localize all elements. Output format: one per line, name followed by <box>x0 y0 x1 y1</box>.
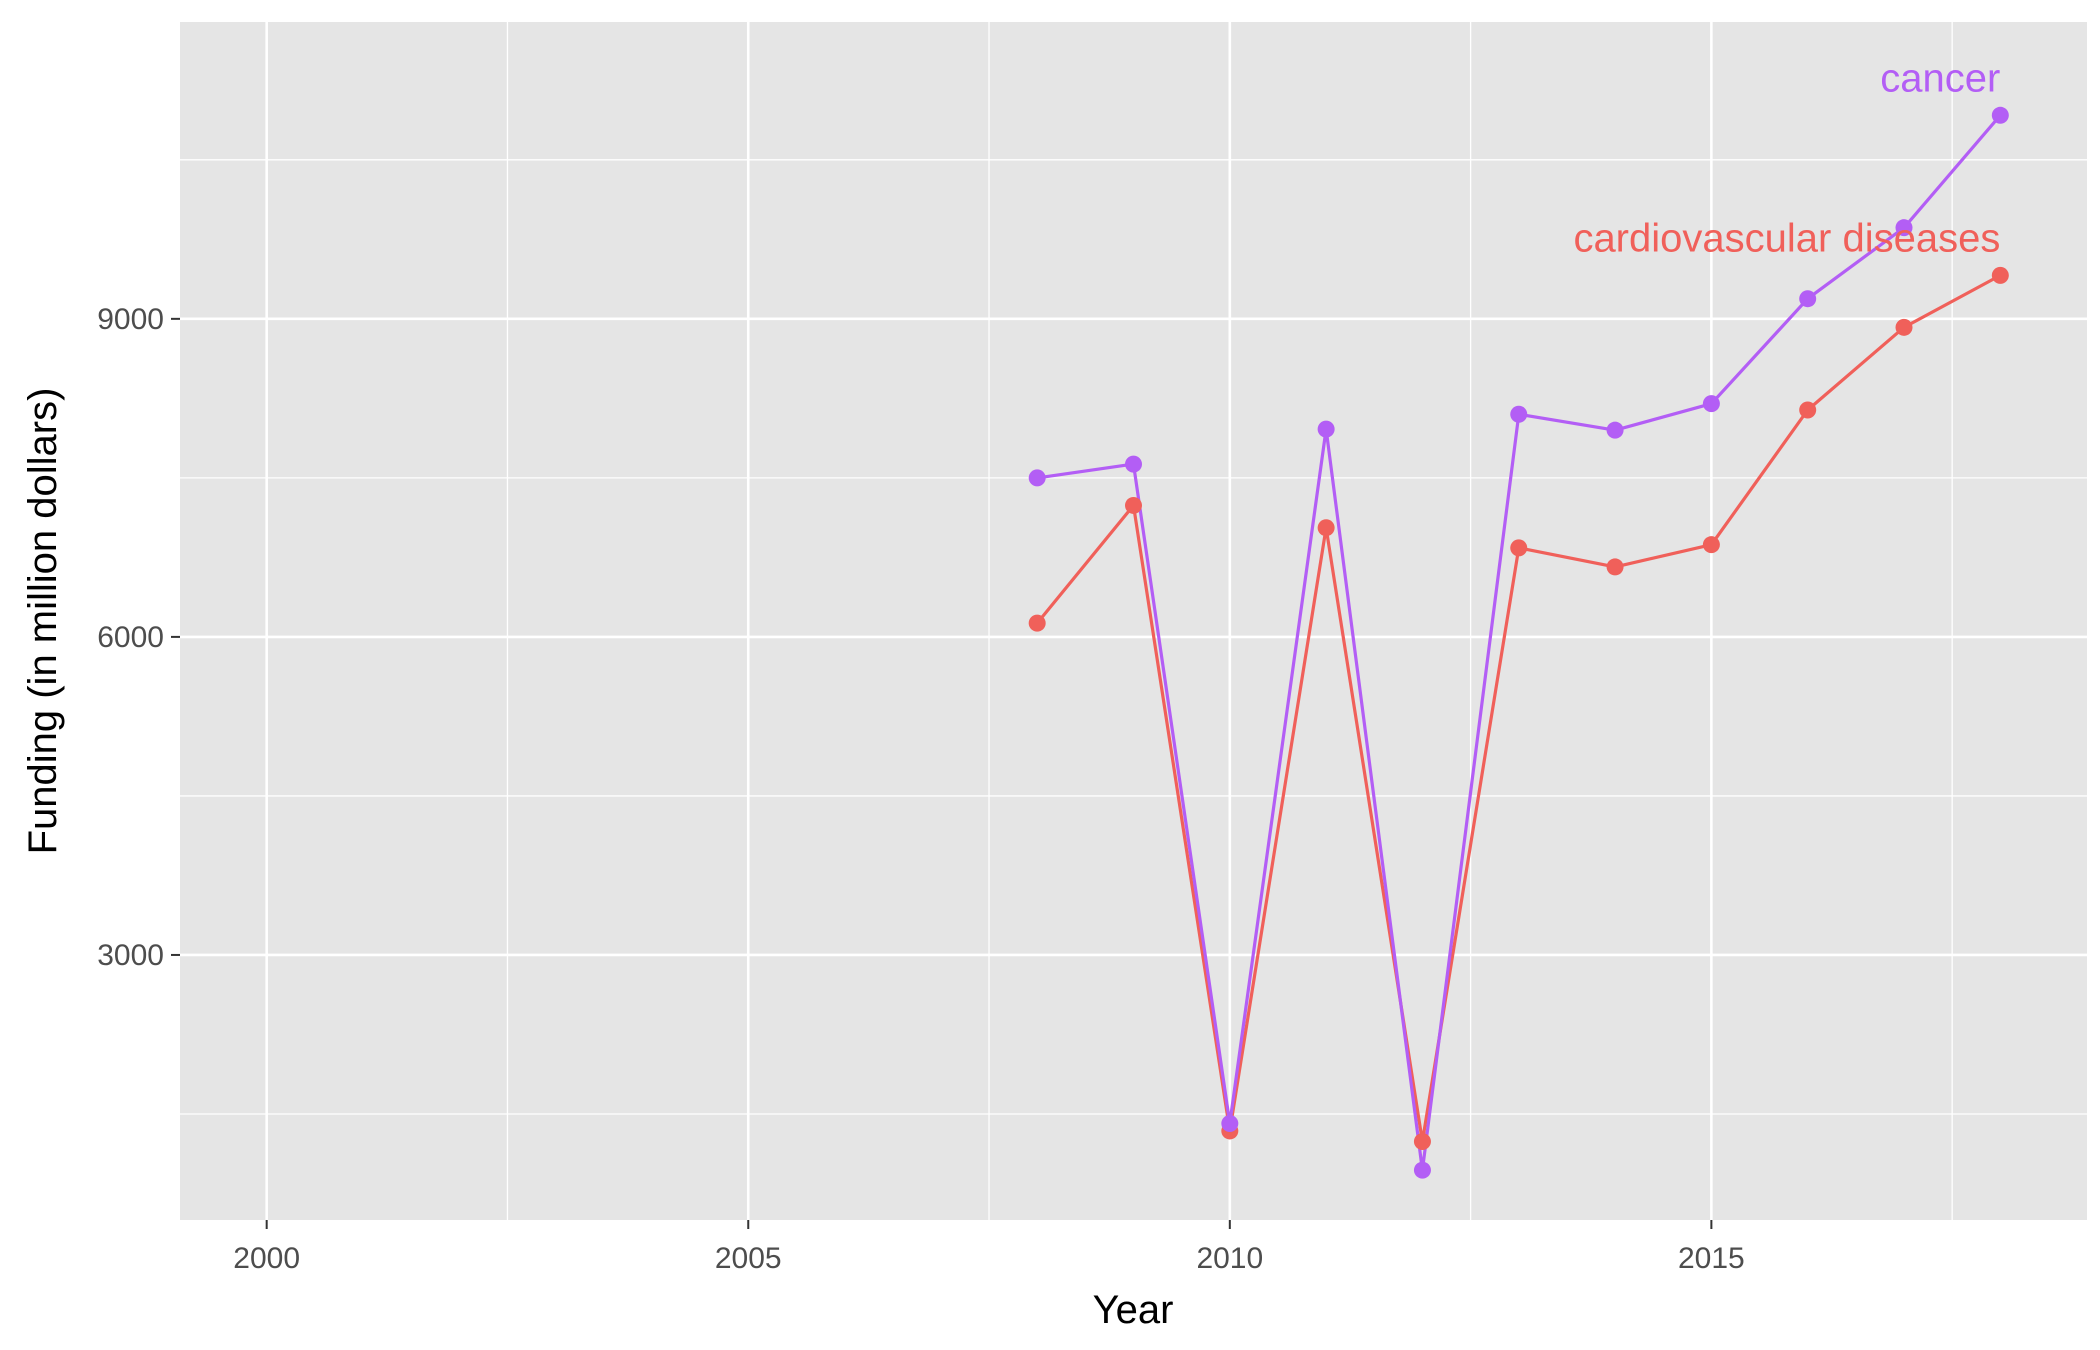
data-point-series-1 <box>1895 219 1913 237</box>
y-tick-label: 3000 <box>97 939 164 972</box>
series-points <box>1028 106 2009 1179</box>
data-point-series-0 <box>1991 266 2009 284</box>
x-tick-labels: 2000 2005 2010 2015 <box>233 1242 1744 1275</box>
data-point-series-0 <box>1702 536 1720 554</box>
data-point-series-1 <box>1317 420 1335 438</box>
series-label-0: cardiovascular diseases <box>1573 216 2000 260</box>
y-tick-labels: 3000 6000 9000 <box>97 303 164 972</box>
y-axis-title: Funding (in million dollars) <box>21 388 65 855</box>
y-tick-label: 9000 <box>97 303 164 336</box>
data-point-series-1 <box>1510 405 1528 423</box>
data-point-series-1 <box>1606 421 1624 439</box>
x-tick-label: 2015 <box>1678 1242 1745 1275</box>
axis-ticks <box>171 317 1713 1229</box>
x-tick-label: 2000 <box>233 1242 300 1275</box>
x-tick-label: 2005 <box>715 1242 782 1275</box>
data-point-series-0 <box>1125 496 1142 514</box>
x-axis-title: Year <box>1093 1288 1174 1332</box>
data-point-series-1 <box>1702 395 1720 413</box>
data-point-series-0 <box>1413 1133 1431 1151</box>
data-point-series-1 <box>1413 1161 1431 1179</box>
x-tick-label: 2010 <box>1196 1242 1263 1275</box>
y-tick-label: 6000 <box>97 621 164 654</box>
data-point-series-0 <box>1317 519 1335 537</box>
data-point-series-0 <box>1510 539 1528 557</box>
series-label-1: cancer <box>1880 56 2000 100</box>
data-point-series-1 <box>1125 455 1142 473</box>
data-point-series-1 <box>1221 1115 1239 1133</box>
series-labels: cardiovascular diseases cancer <box>1573 56 2000 260</box>
data-point-series-0 <box>1028 614 1046 632</box>
data-point-series-1 <box>1799 290 1817 308</box>
data-point-series-0 <box>1895 318 1913 336</box>
panel-background <box>180 22 2087 1220</box>
major-grid <box>180 22 2087 1220</box>
data-point-series-1 <box>1028 469 1046 487</box>
data-point-series-0 <box>1606 558 1624 576</box>
minor-grid <box>180 22 2087 1220</box>
data-point-series-0 <box>1799 401 1817 419</box>
data-point-series-1 <box>1991 106 2009 124</box>
